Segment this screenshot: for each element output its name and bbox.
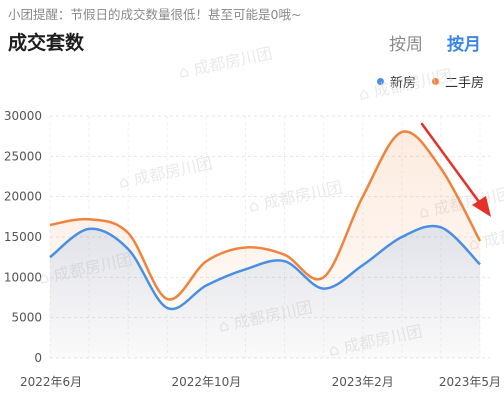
y-tick-label: 20000 — [4, 190, 42, 204]
series-line-second-hand — [49, 130, 482, 301]
y-axis: 0 5000 10000 15000 20000 25000 30000 — [4, 109, 42, 365]
watermark-text: ⌂ 成都房川团 — [357, 66, 454, 104]
x-tick-label: 2023年2月 — [332, 375, 394, 389]
tip-text: 小团提醒：节假日的成交数量很低！甚至可能是0哦~ — [8, 7, 302, 22]
legend-label-second-hand: 二手房 — [444, 76, 484, 91]
x-tick-label: 2022年10月 — [171, 375, 241, 389]
x-tick-label: 2023年5月 — [439, 375, 501, 389]
y-tick-label: 5000 — [11, 311, 42, 325]
watermark-text: ⌂ 成都房川团 — [247, 178, 344, 216]
series-lines — [49, 130, 482, 311]
y-tick-label: 10000 — [4, 270, 42, 284]
arrow-shaft — [420, 122, 484, 208]
x-tick-label: 2022年6月 — [20, 375, 82, 389]
legend-dot-second-hand — [431, 78, 439, 85]
legend-dot-new-house — [376, 78, 384, 85]
tab-week[interactable]: 按周 — [389, 35, 423, 55]
x-axis: 2022年6月 2022年10月 2023年2月 2023年5月 — [20, 375, 501, 389]
legend-item-second-hand[interactable]: 二手房 — [431, 72, 484, 91]
page-title: 成交套数 — [8, 32, 85, 54]
chart-legend: 新房 二手房 — [361, 72, 484, 91]
watermark-text: ⌂ 成都房川团 — [117, 154, 214, 192]
series-areas — [50, 131, 480, 358]
series-line-new-house — [49, 224, 481, 311]
y-tick-label: 0 — [34, 351, 42, 365]
series-area-new-house — [50, 225, 480, 358]
y-tick-label: 15000 — [4, 230, 42, 244]
y-tick-label: 30000 — [4, 109, 42, 123]
arrow-head — [472, 196, 491, 217]
tab-month[interactable]: 按月 — [447, 35, 481, 55]
red-arrow-annotation — [420, 122, 491, 217]
legend-item-new-house[interactable]: 新房 — [376, 72, 416, 91]
watermark-text: ⌂ 成都房川团 — [177, 44, 274, 82]
y-tick-label: 25000 — [4, 149, 42, 163]
legend-label-new-house: 新房 — [389, 76, 416, 91]
